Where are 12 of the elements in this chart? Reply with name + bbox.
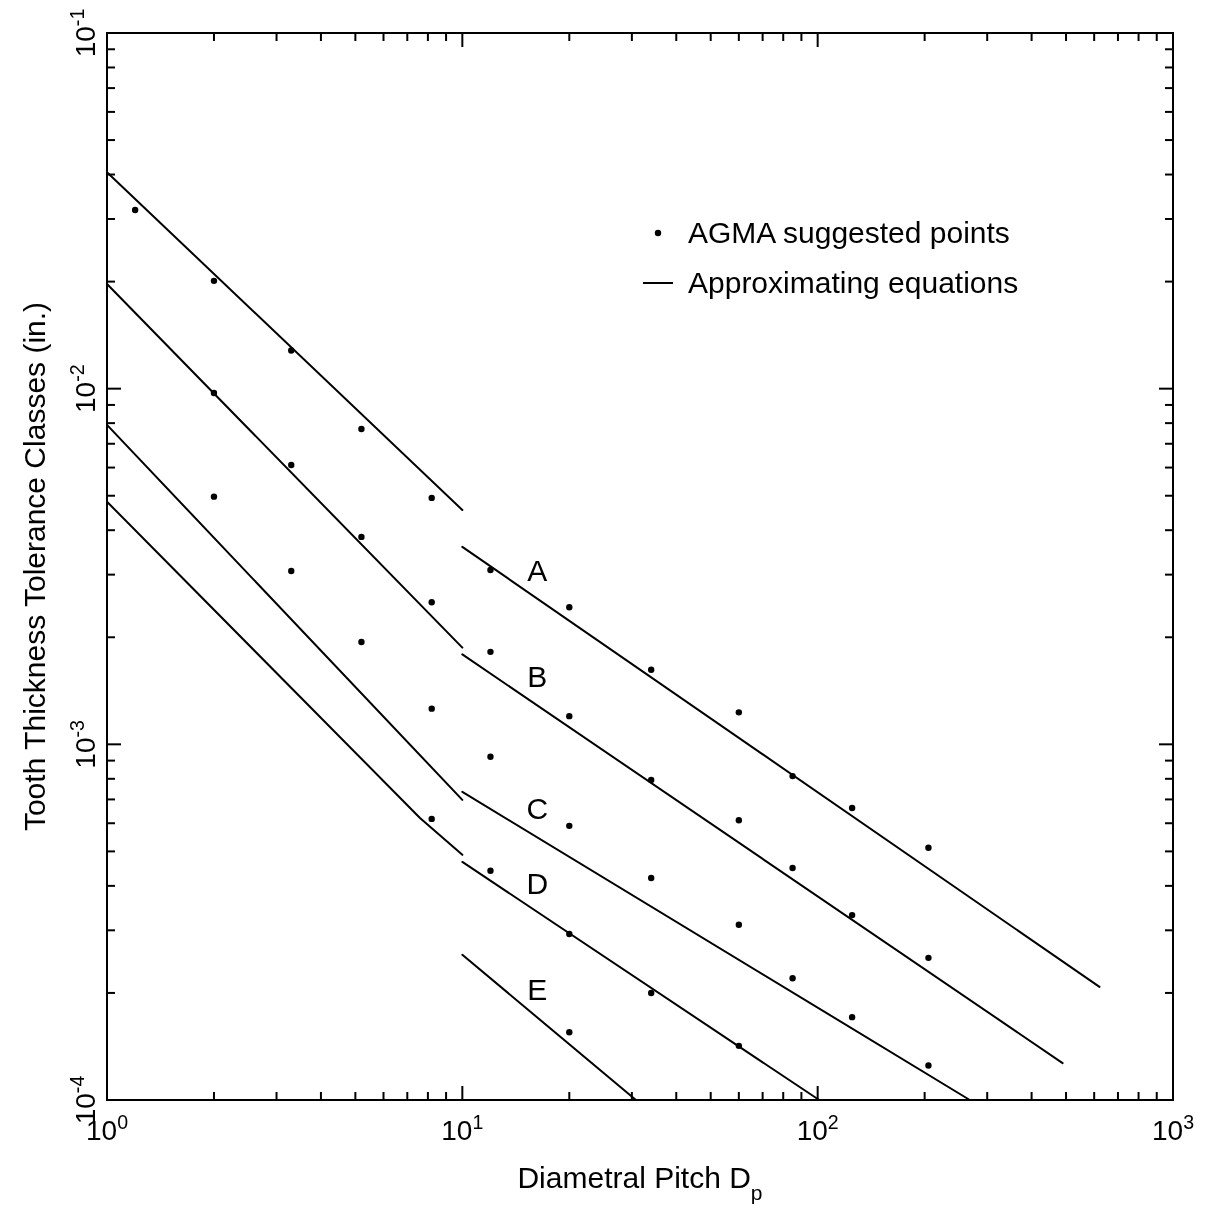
annotation: D [526, 866, 549, 900]
x-tick-label: 10$^{1}$ [441, 1111, 484, 1146]
x-tick-label: 10$^{3}$ [1151, 1111, 1195, 1146]
annotation: C [526, 792, 549, 826]
legend-label: AGMA suggested points [688, 216, 1010, 249]
annotation: B [527, 660, 548, 694]
x-tick-label: 10$^{2}$ [796, 1111, 839, 1146]
annotation: A [527, 553, 548, 587]
x-axis-title: Diametral Pitch D$_{p}$ [517, 1161, 763, 1204]
y-axis-title: Tooth Thickness Tolerance Classes (in.) [18, 301, 51, 832]
legend-label: Approximating equations [688, 266, 1019, 299]
annotation: E [527, 972, 548, 1006]
